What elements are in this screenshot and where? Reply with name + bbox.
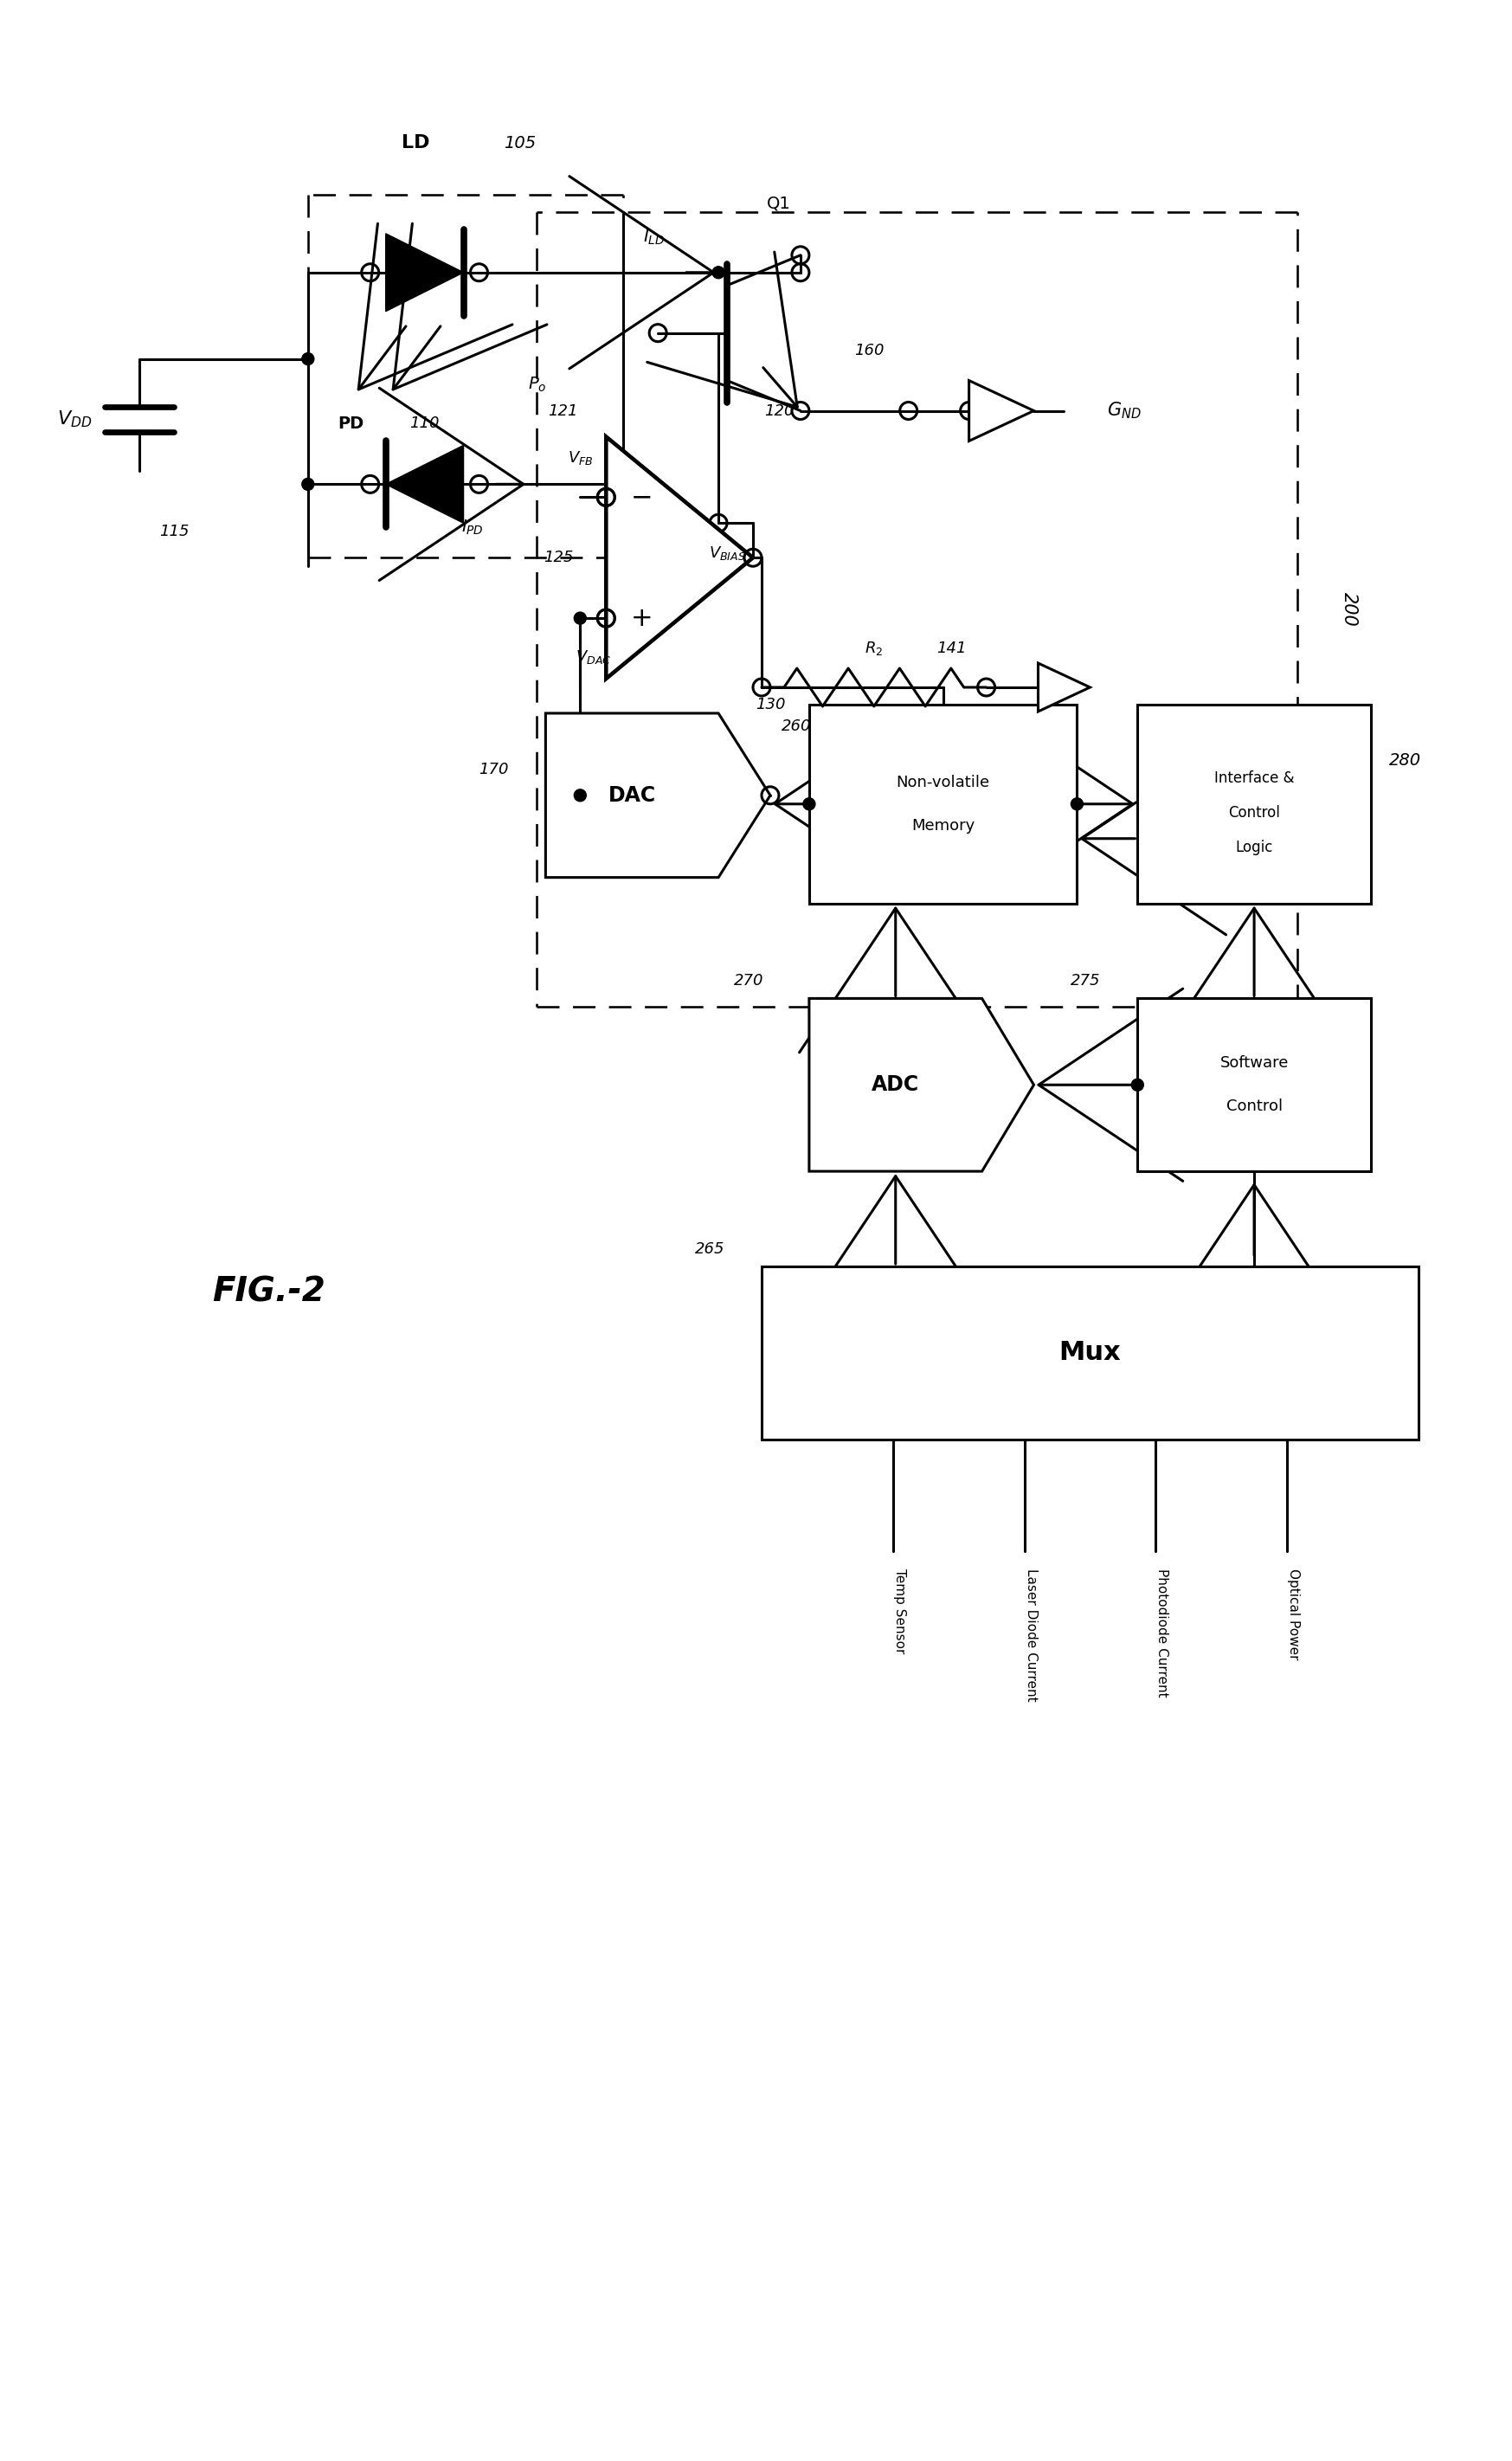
Text: 110: 110	[410, 416, 440, 431]
Text: FIG.-2: FIG.-2	[213, 1275, 325, 1309]
Text: 265: 265	[696, 1240, 724, 1258]
Text: 125: 125	[544, 549, 573, 566]
Text: $V_{FB}$: $V_{FB}$	[567, 450, 593, 468]
Text: 260: 260	[782, 719, 810, 733]
Text: 141: 141	[937, 640, 966, 657]
Bar	[1137, 999, 1371, 1171]
Text: Photodiode Current: Photodiode Current	[1155, 1568, 1169, 1698]
Circle shape	[1131, 1078, 1143, 1090]
Text: $V_{BIAS}$: $V_{BIAS}$	[709, 544, 745, 561]
Text: Interface &: Interface &	[1214, 770, 1294, 785]
Polygon shape	[546, 714, 770, 879]
Circle shape	[712, 266, 724, 278]
Text: LD: LD	[402, 135, 429, 153]
Text: $R_2$: $R_2$	[865, 640, 883, 657]
Text: Laser Diode Current: Laser Diode Current	[1024, 1568, 1037, 1703]
Text: $+$: $+$	[631, 605, 652, 630]
Text: 160: 160	[854, 342, 885, 357]
Text: 105: 105	[503, 135, 535, 150]
Text: Mux: Mux	[1058, 1341, 1120, 1366]
Text: Software: Software	[1220, 1056, 1288, 1071]
Text: DAC: DAC	[608, 785, 656, 805]
Text: 280: 280	[1390, 753, 1421, 768]
Text: ADC: ADC	[872, 1075, 919, 1095]
Polygon shape	[386, 445, 464, 524]
Text: $P_o$: $P_o$	[528, 377, 546, 394]
Text: $V_{DAC}$: $V_{DAC}$	[575, 647, 611, 667]
Polygon shape	[386, 234, 464, 313]
Text: Optical Power: Optical Power	[1287, 1568, 1300, 1661]
Circle shape	[575, 613, 587, 625]
Text: Temp Sensor: Temp Sensor	[894, 1568, 906, 1654]
Text: Non-volatile: Non-volatile	[897, 775, 990, 790]
Polygon shape	[969, 381, 1034, 441]
Circle shape	[803, 797, 815, 810]
Text: 115: 115	[159, 524, 189, 539]
Text: 200: 200	[1341, 593, 1358, 628]
Circle shape	[1070, 797, 1083, 810]
Text: 120: 120	[764, 404, 794, 418]
Text: PD: PD	[339, 416, 364, 433]
Circle shape	[575, 790, 587, 802]
Circle shape	[302, 477, 314, 490]
Text: Memory: Memory	[912, 817, 975, 834]
Text: Logic: Logic	[1235, 839, 1273, 854]
Text: Control: Control	[1228, 805, 1281, 820]
Polygon shape	[1039, 662, 1090, 711]
Text: $V_{DD}$: $V_{DD}$	[57, 409, 92, 431]
Bar	[762, 1267, 1418, 1440]
Polygon shape	[809, 999, 1034, 1171]
Text: 130: 130	[756, 696, 785, 711]
Text: Control: Control	[1226, 1098, 1282, 1115]
Text: $G_{ND}$: $G_{ND}$	[1107, 401, 1142, 421]
Circle shape	[302, 352, 314, 364]
Text: 270: 270	[733, 975, 764, 989]
Text: Q1: Q1	[767, 194, 791, 212]
Text: $-$: $-$	[631, 485, 652, 509]
Text: 275: 275	[1070, 975, 1101, 989]
Bar	[1137, 704, 1371, 903]
Text: $I_{PD}$: $I_{PD}$	[461, 519, 484, 536]
Text: 170: 170	[479, 760, 508, 778]
Text: 121: 121	[547, 404, 578, 418]
Bar	[809, 704, 1077, 903]
Text: $I_{LD}$: $I_{LD}$	[643, 229, 664, 246]
Polygon shape	[606, 436, 753, 679]
